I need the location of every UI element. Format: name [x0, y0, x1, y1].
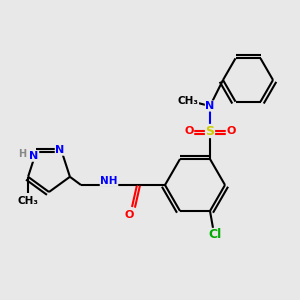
Text: CH₃: CH₃	[18, 196, 39, 206]
Text: CH₃: CH₃	[178, 96, 199, 106]
Text: S: S	[206, 124, 214, 137]
Text: N: N	[55, 145, 64, 155]
Text: O: O	[124, 210, 134, 220]
Text: N: N	[29, 151, 39, 161]
Text: NH: NH	[100, 176, 118, 186]
Text: H: H	[18, 149, 26, 159]
Text: Cl: Cl	[208, 229, 222, 242]
Text: O: O	[226, 126, 236, 136]
Text: O: O	[184, 126, 194, 136]
Text: N: N	[206, 101, 214, 111]
